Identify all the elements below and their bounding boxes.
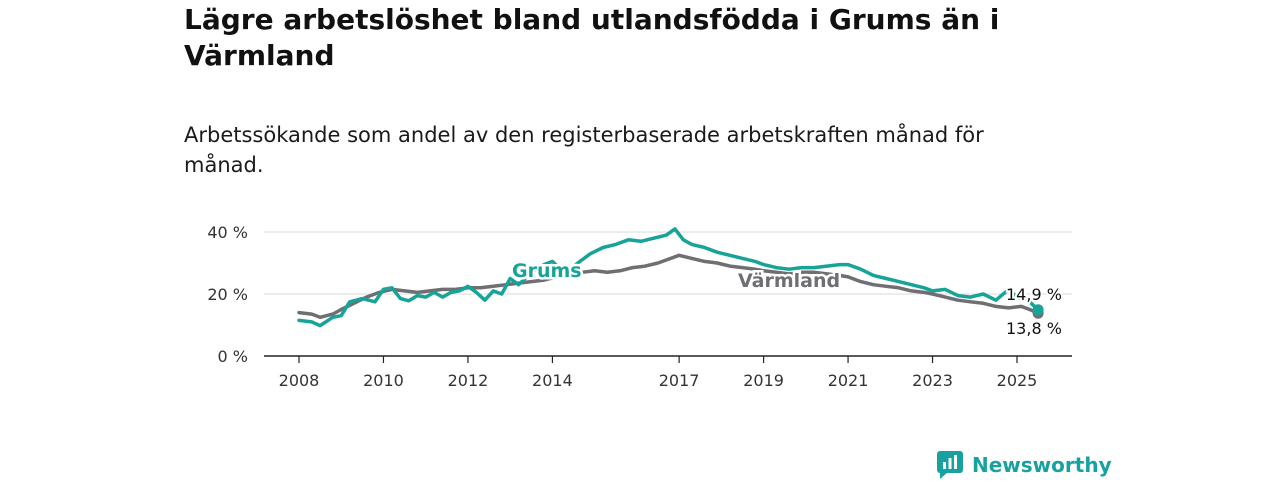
newsworthy-logo-icon <box>937 451 963 479</box>
end-label-varmland: 13,8 % <box>1006 319 1062 338</box>
x-tick-label: 2019 <box>743 371 784 390</box>
x-tick-label: 2010 <box>363 371 404 390</box>
series-line-grums <box>297 227 1040 328</box>
brand-name: Newsworthy <box>972 453 1112 477</box>
y-tick-label: 0 % <box>218 347 248 366</box>
x-tick-label: 2008 <box>279 371 320 390</box>
x-tick-label: 2014 <box>532 371 573 390</box>
chart-title: Lägre arbetslöshet bland utlandsfödda i … <box>184 3 1000 72</box>
x-tick-label: 2025 <box>997 371 1038 390</box>
x-tick-label: 2012 <box>448 371 489 390</box>
x-tick-label: 2021 <box>828 371 869 390</box>
chart-subtitle: Arbetssökande som andel av den registerb… <box>184 123 984 177</box>
end-label-grums: 14,9 % <box>1006 285 1062 304</box>
y-tick-label: 40 % <box>207 223 248 242</box>
series-label-grums: Grums <box>512 260 582 282</box>
end-point-grums <box>1032 304 1044 316</box>
x-tick-label: 2023 <box>912 371 953 390</box>
series-line-varmland <box>297 253 1040 320</box>
newsworthy-logo[interactable]: Newsworthy <box>936 448 1112 482</box>
y-tick-label: 20 % <box>207 285 248 304</box>
series-label-varmland: Värmland <box>738 270 840 292</box>
x-tick-label: 2017 <box>659 371 700 390</box>
